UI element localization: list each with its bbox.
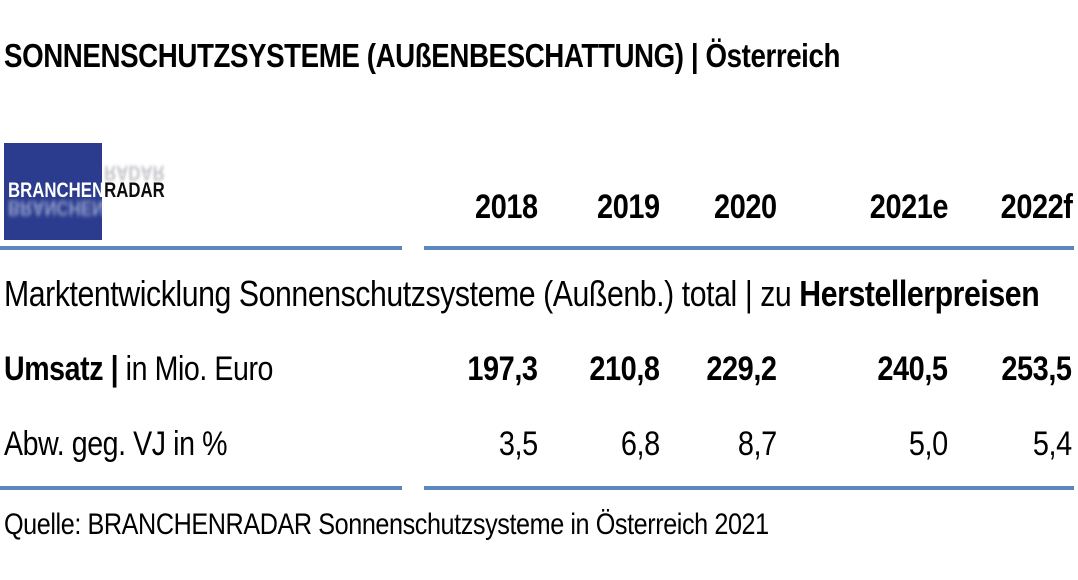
row-label-umsatz: Umsatz | in Mio. Euro — [4, 350, 274, 388]
page-title-text: SONNENSCHUTZSYSTEME (AUßENBESCHATTUNG) |… — [4, 37, 840, 74]
abw-value-2018: 3,5 — [499, 425, 538, 463]
divider-bottom-right — [424, 486, 1074, 490]
section-header-bold: Herstellerpreisen — [799, 273, 1040, 314]
year-header-2020: 2020 — [714, 188, 777, 226]
abw-value-2021e: 5,0 — [909, 425, 948, 463]
section-header: Marktentwicklung Sonnenschutzsysteme (Au… — [4, 271, 1078, 317]
umsatz-value-2020: 229,2 — [706, 350, 778, 388]
umsatz-value-2019: 210,8 — [589, 350, 661, 388]
year-header-2018: 2018 — [475, 188, 538, 226]
divider-top-right — [424, 246, 1074, 250]
branchenradar-logo: BRANCHENRADAR BRANCHENRADAR BRANCHENRADA… — [4, 143, 244, 240]
source-note-text: Quelle: BRANCHENRADAR Sonnenschutzsystem… — [4, 508, 769, 541]
section-header-regular: Marktentwicklung Sonnenschutzsysteme (Au… — [4, 273, 800, 314]
logo-text: BRANCHENRADAR — [8, 179, 165, 203]
umsatz-value-2022f: 253,5 — [1001, 350, 1073, 388]
abw-value-2020: 8,7 — [738, 425, 777, 463]
row-label-abweichung: Abw. geg. VJ in % — [4, 425, 228, 463]
logo-blue-square — [4, 143, 102, 240]
year-header-2021e: 2021e — [869, 188, 949, 226]
logo-text-radar: RADAR — [104, 179, 165, 202]
page-title: SONNENSCHUTZSYSTEME (AUßENBESCHATTUNG) |… — [4, 36, 999, 76]
divider-top-left — [0, 246, 402, 250]
table-row-umsatz: Umsatz | in Mio. Euro 197,3 210,8 229,2 … — [0, 349, 1078, 389]
logo-text-branchen: BRANCHEN — [8, 179, 105, 202]
source-note: Quelle: BRANCHENRADAR Sonnenschutzsystem… — [4, 505, 914, 545]
year-header-2022f: 2022f — [1000, 188, 1072, 226]
abw-value-2022f: 5,4 — [1033, 425, 1072, 463]
year-header-row: 2018 2019 2020 2021e 2022f — [0, 189, 1078, 225]
divider-bottom-left — [0, 486, 402, 490]
table-row-abweichung: Abw. geg. VJ in % 3,5 6,8 8,7 5,0 5,4 — [0, 424, 1078, 464]
umsatz-value-2021e: 240,5 — [877, 350, 949, 388]
umsatz-value-2018: 197,3 — [467, 350, 539, 388]
abw-value-2019: 6,8 — [621, 425, 660, 463]
year-header-2019: 2019 — [597, 188, 660, 226]
